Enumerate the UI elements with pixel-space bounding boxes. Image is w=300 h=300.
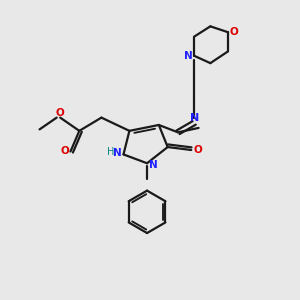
Text: N: N	[190, 112, 199, 123]
Text: N: N	[148, 160, 157, 170]
Text: N: N	[113, 148, 122, 158]
Text: O: O	[56, 108, 64, 118]
Text: O: O	[60, 146, 69, 157]
Text: O: O	[193, 145, 202, 155]
Text: H: H	[107, 147, 115, 157]
Text: N: N	[184, 51, 193, 61]
Text: O: O	[230, 27, 238, 37]
